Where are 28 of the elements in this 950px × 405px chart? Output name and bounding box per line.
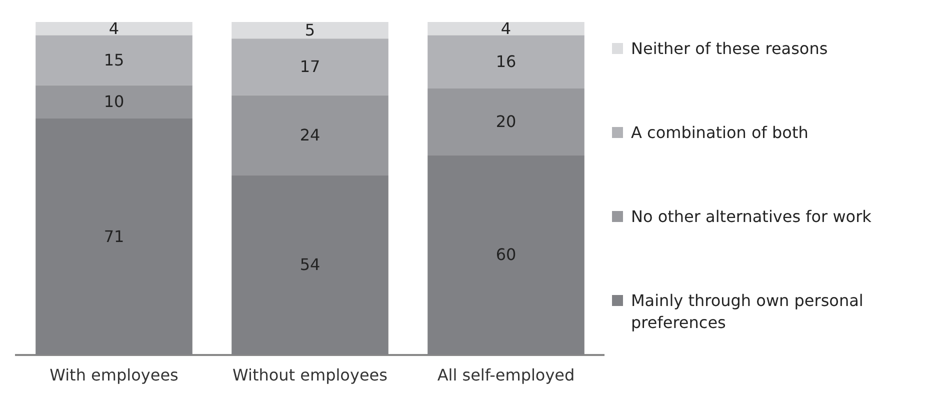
bar	[428, 35, 584, 89]
data-label: 16	[496, 52, 516, 72]
bar	[428, 88, 584, 156]
data-label: 4	[108, 18, 120, 38]
data-label: 10	[104, 92, 124, 112]
bar	[232, 38, 388, 96]
data-label: 71	[104, 226, 124, 246]
legend-label: A combination of both	[631, 122, 808, 144]
bar	[232, 22, 388, 39]
data-label: 20	[496, 112, 516, 131]
data-label: 60	[496, 245, 516, 264]
x-tick-label: With employees	[50, 366, 178, 385]
bar	[36, 22, 192, 36]
data-label: 17	[300, 57, 320, 76]
bar	[36, 85, 192, 119]
x-tick-label: Without employees	[232, 366, 388, 385]
data-label: 24	[300, 125, 320, 144]
bar	[428, 22, 584, 36]
legend-label: No other alternatives for work	[631, 206, 872, 228]
data-label: 54	[300, 255, 320, 274]
x-tick-label: All self-employed	[437, 366, 575, 385]
legend-label: Neither of these reasons	[631, 38, 828, 60]
bar	[232, 95, 388, 176]
legend-label: Mainly through own personal preferences	[631, 290, 864, 334]
data-label: 5	[304, 20, 316, 40]
data-label: 15	[104, 50, 124, 70]
data-label: 4	[500, 18, 512, 38]
bar	[36, 35, 192, 86]
